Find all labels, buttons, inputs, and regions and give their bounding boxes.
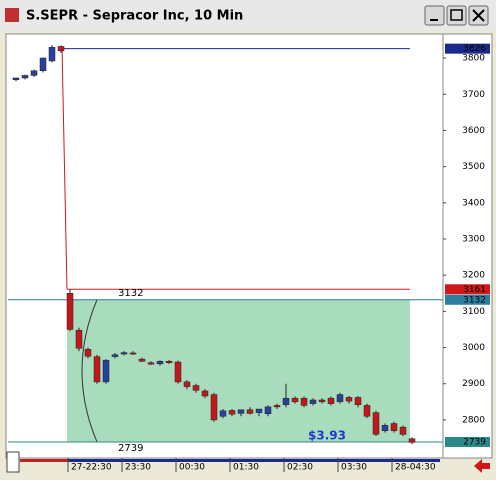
y-tick-label: 2800 xyxy=(462,415,485,425)
candle-body xyxy=(183,381,191,387)
candle-body xyxy=(192,385,200,391)
candle-body xyxy=(57,46,65,52)
y-tick-label: 3500 xyxy=(462,162,485,172)
level-label: 3826 xyxy=(463,44,486,54)
candle-body xyxy=(219,410,227,417)
candle-body xyxy=(39,57,47,71)
scroll-box[interactable] xyxy=(6,451,20,473)
candle-body xyxy=(300,397,308,406)
y-tick-label: 3700 xyxy=(462,90,485,100)
y-tick-label: 3400 xyxy=(462,198,485,208)
level-annotation: 2739 xyxy=(118,443,143,454)
candle-body xyxy=(174,361,182,383)
icon xyxy=(472,9,485,22)
level-box xyxy=(445,284,490,295)
x-tick-label: 02:30 xyxy=(287,463,313,473)
maximize-button[interactable] xyxy=(446,5,467,26)
candle-body xyxy=(12,77,20,81)
candle-body xyxy=(246,409,254,414)
candle-body xyxy=(210,394,218,421)
level-label: 3132 xyxy=(463,295,486,305)
level-label: 2739 xyxy=(463,437,486,447)
scroll-bar xyxy=(20,459,68,462)
y-tick-label: 3100 xyxy=(462,307,485,317)
candle-body xyxy=(48,46,56,62)
candle-body xyxy=(399,426,407,435)
candle-body xyxy=(21,75,29,79)
candle-body xyxy=(282,397,290,405)
window-title: S.SEPR - Sepracor Inc, 10 Min xyxy=(26,9,243,24)
candle-body xyxy=(165,361,173,363)
candle-body xyxy=(408,438,416,443)
candle-body xyxy=(327,397,335,404)
candle-body xyxy=(138,358,146,362)
y-tick-label: 3000 xyxy=(462,343,485,353)
candle-body xyxy=(66,293,74,330)
x-tick-label: 28-04:30 xyxy=(395,463,436,473)
candle-body xyxy=(93,356,101,383)
candle-body xyxy=(273,405,281,408)
candle-body xyxy=(255,408,263,413)
level-box xyxy=(445,436,490,447)
annotation: $3.93 xyxy=(308,429,346,443)
window-buttons xyxy=(424,5,489,26)
level-label: 3161 xyxy=(463,285,486,295)
candle-body xyxy=(129,352,137,355)
x-tick-label: 27-22:30 xyxy=(71,463,112,473)
candle-body xyxy=(363,405,371,417)
candle-body xyxy=(111,354,119,357)
candle-body xyxy=(309,399,317,404)
x-tick-label: 01:30 xyxy=(233,463,259,473)
range-arc xyxy=(81,299,98,443)
candle-body xyxy=(102,359,110,383)
y-tick-label: 2900 xyxy=(462,379,485,389)
x-tick-label: 23:30 xyxy=(125,463,151,473)
y-tick-label: 3300 xyxy=(462,234,485,244)
candle-body xyxy=(84,349,92,357)
candle-body xyxy=(390,423,398,432)
candle-body xyxy=(264,406,272,415)
level-box xyxy=(445,294,490,305)
candle-body xyxy=(237,409,245,414)
icon xyxy=(450,9,463,21)
candle-body xyxy=(156,361,164,365)
candle-body xyxy=(147,362,155,365)
range-highlight xyxy=(67,299,410,442)
candle-body xyxy=(381,425,389,432)
candle-body xyxy=(120,352,128,355)
level-connector xyxy=(61,46,68,290)
candle-body xyxy=(75,329,83,349)
x-tick-label: 00:30 xyxy=(179,463,205,473)
candle-body xyxy=(336,394,344,403)
candle-body xyxy=(354,397,362,405)
level-box xyxy=(445,43,490,54)
level-annotation: 3132 xyxy=(118,288,143,299)
candle-body xyxy=(201,390,209,397)
candle-body xyxy=(372,412,380,435)
candle-body xyxy=(228,410,236,415)
y-tick-label: 3200 xyxy=(462,271,485,281)
candle-body xyxy=(345,397,353,402)
minimize-button[interactable] xyxy=(424,5,445,26)
scroll-arrow[interactable] xyxy=(474,459,490,473)
x-tick-label: 03:30 xyxy=(341,463,367,473)
y-tick-label: 3600 xyxy=(462,126,485,136)
title-bar xyxy=(0,0,496,30)
y-tick-label: 3800 xyxy=(462,54,485,64)
app-icon[interactable] xyxy=(5,8,19,22)
candle-body xyxy=(291,397,299,403)
candle-body xyxy=(30,70,38,76)
candle-body xyxy=(318,399,326,403)
